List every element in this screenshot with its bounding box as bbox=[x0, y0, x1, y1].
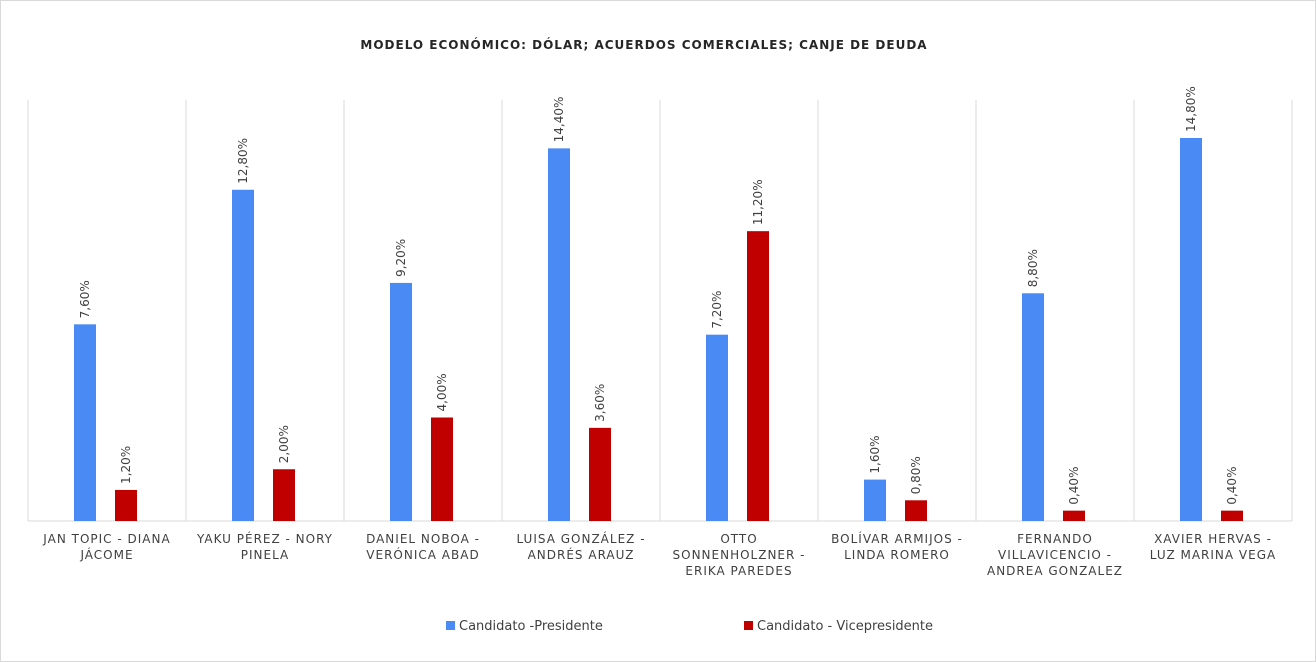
data-label: 14,40% bbox=[552, 97, 566, 143]
bar bbox=[1022, 293, 1044, 521]
data-label: 0,40% bbox=[1225, 467, 1239, 505]
data-label: 8,80% bbox=[1026, 249, 1040, 287]
data-label: 12,80% bbox=[236, 138, 250, 184]
data-label: 4,00% bbox=[435, 373, 449, 411]
legend-label: Candidato - Vicepresidente bbox=[757, 619, 933, 634]
legend-swatch bbox=[446, 621, 455, 630]
bar bbox=[232, 189, 254, 521]
bar bbox=[905, 500, 927, 521]
x-tick-label: FERNANDO VILLAVICENCIO -ANDREA GONZALEZ bbox=[987, 532, 1123, 578]
bar bbox=[390, 282, 412, 521]
x-tick-label: OTTO SONNENHOLZNER -ERIKA PAREDES bbox=[673, 532, 806, 578]
bar bbox=[589, 427, 611, 521]
x-tick-label: YAKU PÉREZ - NORY PINELA bbox=[196, 531, 333, 562]
legend-label: Candidato -Presidente bbox=[459, 619, 603, 634]
bar bbox=[115, 489, 137, 521]
data-label: 9,20% bbox=[394, 239, 408, 277]
data-label: 1,20% bbox=[119, 446, 133, 484]
x-tick-label: JAN TOPIC - DIANA JÁCOME bbox=[42, 532, 170, 562]
data-label: 0,40% bbox=[1067, 467, 1081, 505]
data-label: 7,20% bbox=[710, 291, 724, 329]
data-label: 11,20% bbox=[751, 179, 765, 225]
bar bbox=[273, 469, 295, 521]
bar bbox=[548, 148, 570, 521]
data-label: 3,60% bbox=[593, 384, 607, 422]
bar bbox=[431, 417, 453, 521]
data-label: 14,80% bbox=[1184, 86, 1198, 132]
bar bbox=[74, 324, 96, 521]
x-tick-label: XAVIER HERVAS -LUZ MARINA VEGA bbox=[1150, 532, 1276, 562]
chart-title: MODELO ECONÓMICO: DÓLAR; ACUERDOS COMERC… bbox=[360, 37, 927, 52]
data-label: 0,80% bbox=[909, 456, 923, 494]
x-tick-label: DANIEL NOBOA -VERÓNICA ABAD bbox=[366, 532, 480, 562]
x-tick-label: LUISA GONZÁLEZ -ANDRÉS ARAUZ bbox=[516, 531, 645, 562]
data-label: 2,00% bbox=[277, 425, 291, 463]
data-label: 1,60% bbox=[868, 435, 882, 473]
bar bbox=[1180, 138, 1202, 521]
data-label: 7,60% bbox=[78, 280, 92, 318]
bar bbox=[1063, 510, 1085, 521]
bar bbox=[1221, 510, 1243, 521]
bar bbox=[864, 479, 886, 521]
x-tick-label: BOLÍVAR ARMIJOS -LINDA ROMERO bbox=[831, 531, 963, 562]
bar bbox=[706, 334, 728, 521]
bar bbox=[747, 231, 769, 521]
legend-swatch bbox=[744, 621, 753, 630]
